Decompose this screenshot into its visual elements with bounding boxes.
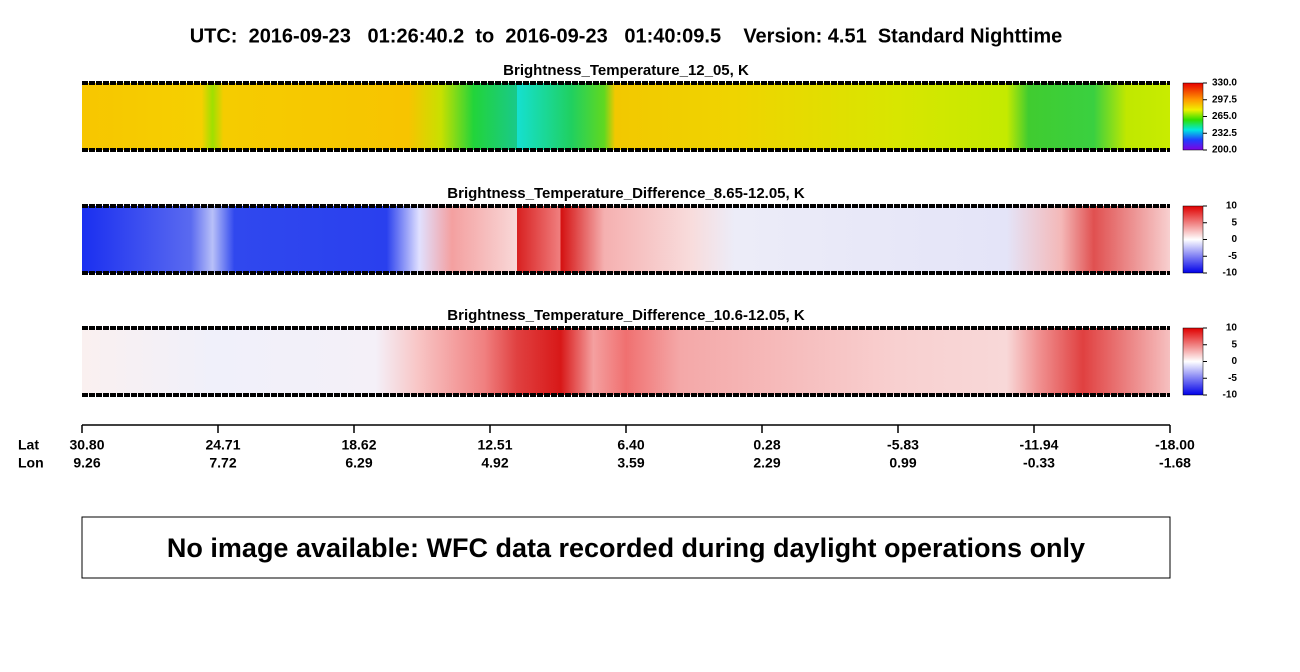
colorbar-label: -5: [1228, 373, 1237, 384]
lat-label: -18.00: [1155, 437, 1195, 453]
colorbar-label: 0: [1231, 234, 1237, 245]
lat-label: 6.40: [617, 437, 644, 453]
message-box: [81, 516, 1171, 579]
lon-label: -0.33: [1023, 455, 1055, 471]
lat-label: 12.51: [477, 437, 512, 453]
lon-label: 6.29: [345, 455, 372, 471]
lat-label: 18.62: [341, 437, 376, 453]
lat-label: 0.28: [753, 437, 780, 453]
data-strip: [82, 83, 1170, 150]
lon-label: 7.72: [209, 455, 236, 471]
lat-label: 24.71: [205, 437, 240, 453]
message: No image available: WFC data recorded du…: [167, 533, 1085, 563]
colorbar: [1182, 82, 1204, 151]
axis-row-label: Lon: [18, 455, 44, 471]
lon-label: 9.26: [73, 455, 100, 471]
colorbar-label: 10: [1226, 323, 1238, 334]
lon-label: 4.92: [481, 455, 508, 471]
panels: Brightness_Temperature_12_05, K 330.0 297.…: [82, 62, 1237, 401]
panel-title: Brightness_Temperature_Difference_8.65-1…: [447, 185, 805, 202]
colorbar-label: 200.0: [1212, 145, 1237, 156]
colorbar-label: 297.5: [1212, 94, 1237, 105]
colorbar-label: 5: [1231, 339, 1237, 350]
colorbar-label: 0: [1231, 356, 1237, 367]
colorbar-label: 232.5: [1212, 128, 1237, 139]
lon-label: 2.29: [753, 455, 780, 471]
colorbar-label: 5: [1231, 217, 1237, 228]
lat-label: -11.94: [1020, 437, 1059, 453]
panel-title: Brightness_Temperature_12_05, K: [503, 62, 749, 79]
colorbar-label: -5: [1228, 251, 1237, 262]
colorbar: [1182, 327, 1204, 396]
lat-label: -5.83: [887, 437, 919, 453]
lat-label: 30.80: [69, 437, 104, 453]
panel-title: Brightness_Temperature_Difference_10.6-1…: [447, 307, 805, 324]
colorbar: [1182, 205, 1204, 274]
data-strip: [82, 206, 1170, 273]
page-title: UTC: 2016-09-23 01:26:40.2 to 2016-09-23…: [190, 25, 1063, 47]
geo-axis: Lat Lon 30.80 9.26 24.71 7.72 18.62 6.29 12.51 4.…: [18, 424, 1195, 471]
lon-label: 3.59: [617, 455, 644, 471]
colorbar-label: -10: [1223, 268, 1238, 279]
colorbar-label: 265.0: [1212, 111, 1237, 122]
axis-row-label: Lat: [18, 437, 39, 453]
colorbar-label: -10: [1223, 390, 1238, 401]
lon-label: 0.99: [889, 455, 916, 471]
data-strip: [82, 328, 1170, 395]
colorbar-label: 330.0: [1212, 78, 1237, 89]
colorbar-label: 10: [1226, 201, 1238, 212]
lon-label: -1.68: [1159, 455, 1191, 471]
